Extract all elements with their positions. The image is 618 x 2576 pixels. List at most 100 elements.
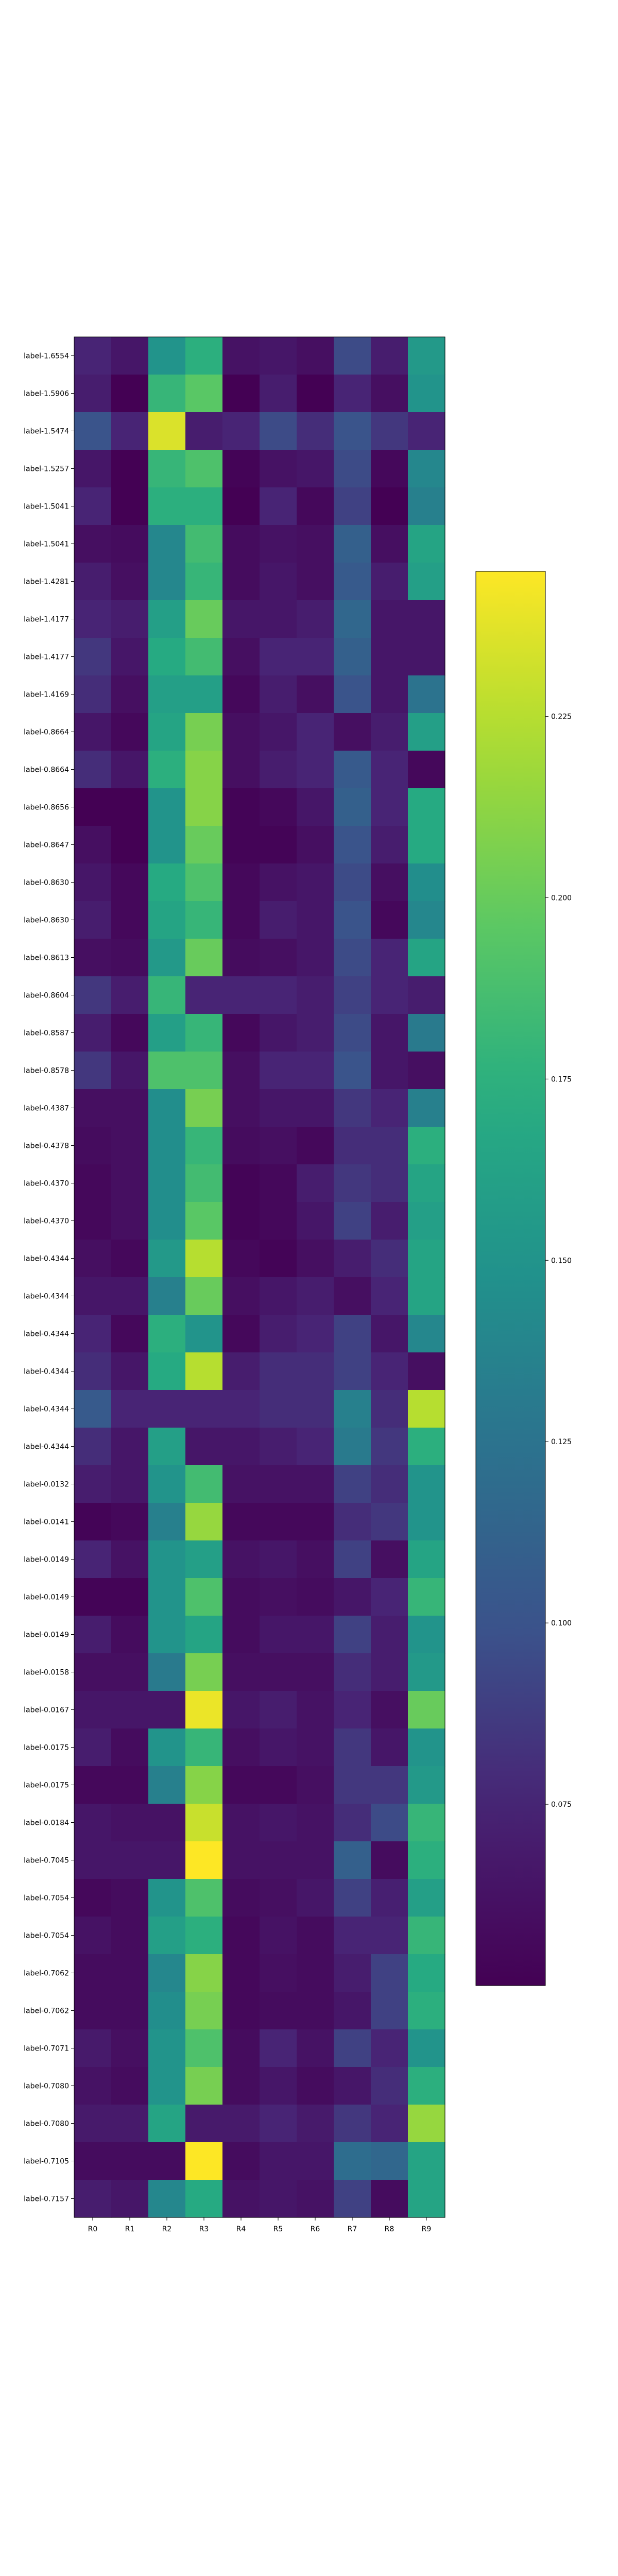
heatmap-cell xyxy=(371,751,408,789)
heatmap-cell xyxy=(297,1089,334,1127)
heatmap-cell xyxy=(74,2067,112,2105)
heatmap-cell xyxy=(111,1315,149,1353)
heatmap-cell xyxy=(111,1503,149,1541)
row-tick-label: label-0.0175 xyxy=(24,1744,69,1752)
heatmap-cell xyxy=(74,525,112,563)
heatmap-cell xyxy=(111,525,149,563)
heatmap-cell xyxy=(371,1164,408,1202)
heatmap-cell xyxy=(148,826,186,864)
heatmap-cell xyxy=(260,1728,297,1767)
heatmap-cell xyxy=(111,2180,149,2218)
heatmap-cell xyxy=(74,1804,112,1842)
heatmap-cell xyxy=(371,1728,408,1767)
heatmap-cell xyxy=(408,901,445,939)
heatmap-cell xyxy=(185,1164,223,1202)
heatmap-cell xyxy=(408,1465,445,1503)
heatmap-cell xyxy=(222,487,260,526)
heatmap-cell xyxy=(222,1879,260,1917)
heatmap-cell xyxy=(297,1804,334,1842)
heatmap-cell xyxy=(334,1315,371,1353)
heatmap-cell xyxy=(260,751,297,789)
heatmap-cell xyxy=(222,375,260,413)
row-tick-label: label-1.6554 xyxy=(24,352,69,361)
heatmap-cell xyxy=(222,1428,260,1466)
heatmap-cell xyxy=(74,1917,112,1955)
heatmap-cell xyxy=(148,1428,186,1466)
heatmap-cell xyxy=(260,788,297,826)
heatmap-cell xyxy=(111,1616,149,1654)
colorbar-tick-label: 0.075 xyxy=(551,1801,572,1809)
heatmap-cell xyxy=(74,863,112,902)
heatmap-cell xyxy=(185,1089,223,1127)
row-tick-label: label-0.0149 xyxy=(24,1556,69,1564)
heatmap-cell xyxy=(111,1992,149,2030)
heatmap-cell xyxy=(334,976,371,1014)
heatmap-cell xyxy=(371,1954,408,1992)
colorbar-tick-label: 0.150 xyxy=(551,1257,572,1265)
heatmap-cell xyxy=(74,2142,112,2180)
heatmap-cell xyxy=(111,1089,149,1127)
heatmap-cell xyxy=(371,1014,408,1052)
heatmap-cell xyxy=(185,1202,223,1240)
heatmap-cell xyxy=(222,1917,260,1955)
heatmap-cell xyxy=(74,788,112,826)
heatmap-cell xyxy=(371,1240,408,1278)
heatmap-cell xyxy=(297,1503,334,1541)
heatmap-cell xyxy=(297,1728,334,1767)
heatmap-cell xyxy=(297,1428,334,1466)
heatmap-cell xyxy=(74,1428,112,1466)
heatmap-cell xyxy=(185,1503,223,1541)
heatmap-cell xyxy=(297,2105,334,2143)
heatmap-cell xyxy=(297,788,334,826)
heatmap-cell xyxy=(74,713,112,751)
heatmap-cell xyxy=(297,1202,334,1240)
heatmap-cell xyxy=(334,713,371,751)
heatmap-cell xyxy=(185,675,223,714)
row-tick-label: label-0.0141 xyxy=(24,1518,69,1527)
heatmap-cell xyxy=(371,1879,408,1917)
heatmap-cell xyxy=(260,525,297,563)
heatmap-cell xyxy=(260,563,297,601)
heatmap-cell xyxy=(222,1315,260,1353)
colorbar-tick-label: 0.175 xyxy=(551,1075,572,1083)
heatmap-cell xyxy=(260,1127,297,1165)
heatmap-cell xyxy=(222,1804,260,1842)
heatmap-cell xyxy=(222,2142,260,2180)
heatmap-cell xyxy=(185,2029,223,2067)
heatmap-cell xyxy=(408,1616,445,1654)
heatmap-cell xyxy=(260,375,297,413)
heatmap-cells xyxy=(74,337,445,2218)
heatmap-cell xyxy=(74,487,112,526)
heatmap-cell xyxy=(148,1616,186,1654)
heatmap-cell xyxy=(334,600,371,638)
heatmap-cell xyxy=(74,1352,112,1391)
heatmap-cell xyxy=(148,675,186,714)
heatmap-cell xyxy=(334,1766,371,1804)
heatmap-cell xyxy=(371,713,408,751)
heatmap-cell xyxy=(371,1315,408,1353)
heatmap-cell xyxy=(297,1164,334,1202)
heatmap-cell xyxy=(260,976,297,1014)
heatmap-cell xyxy=(334,1052,371,1090)
heatmap-cell xyxy=(371,863,408,902)
heatmap-cell xyxy=(222,675,260,714)
heatmap-cell xyxy=(334,1390,371,1428)
heatmap-cell xyxy=(371,1616,408,1654)
row-tick-labels: label-1.6554 label-1.5906 label-1.5474 labe… xyxy=(24,352,74,2204)
heatmap-cell xyxy=(371,826,408,864)
heatmap-cell xyxy=(74,2029,112,2067)
heatmap-cell xyxy=(148,939,186,977)
heatmap-cell xyxy=(260,901,297,939)
heatmap-cell xyxy=(260,1841,297,1879)
heatmap-cell xyxy=(185,1691,223,1729)
heatmap-cell xyxy=(408,1540,445,1579)
row-tick-label: label-0.8613 xyxy=(24,954,69,962)
heatmap-cell xyxy=(148,1089,186,1127)
heatmap-cell xyxy=(334,1804,371,1842)
heatmap-cell xyxy=(408,563,445,601)
row-tick-label: label-0.4344 xyxy=(24,1405,69,1414)
row-tick-label: label-0.8604 xyxy=(24,992,69,1000)
heatmap-cell xyxy=(260,1240,297,1278)
heatmap-cell xyxy=(148,375,186,413)
heatmap-cell xyxy=(260,939,297,977)
